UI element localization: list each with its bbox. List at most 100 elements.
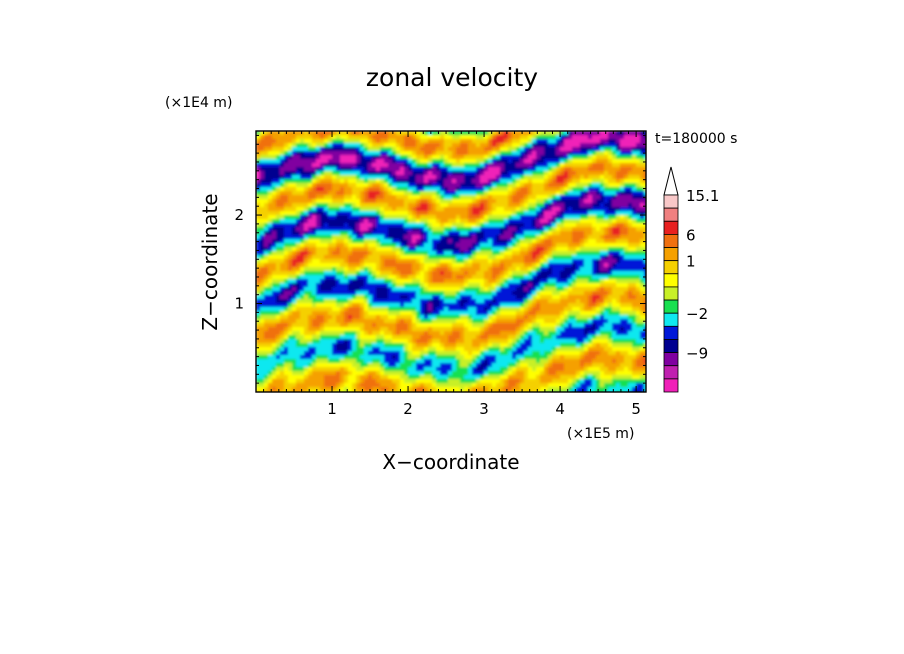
field-cell	[624, 143, 629, 148]
field-cell	[644, 295, 646, 300]
field-cell	[344, 263, 349, 268]
field-cell	[260, 235, 265, 240]
field-cell	[364, 139, 369, 144]
field-cell	[564, 275, 569, 280]
field-cell	[588, 219, 593, 224]
field-cell	[548, 191, 553, 196]
field-cell	[632, 151, 637, 156]
field-cell	[528, 295, 533, 300]
field-cell	[464, 283, 469, 288]
field-cell	[272, 131, 277, 136]
field-cell	[364, 267, 369, 272]
field-cell	[524, 307, 529, 312]
field-cell	[488, 223, 493, 228]
field-cell	[284, 187, 289, 192]
field-cell	[332, 239, 337, 244]
field-cell	[480, 163, 485, 168]
field-cell	[396, 271, 401, 276]
field-cell	[268, 247, 273, 252]
field-cell	[456, 135, 461, 140]
field-cell	[540, 215, 545, 220]
field-cell	[272, 303, 277, 308]
field-cell	[616, 279, 621, 284]
field-cell	[280, 311, 285, 316]
field-cell	[276, 279, 281, 284]
field-cell	[640, 143, 645, 148]
field-cell	[452, 179, 457, 184]
field-cell	[628, 311, 633, 316]
field-cell	[484, 163, 489, 168]
field-cell	[420, 323, 425, 328]
field-cell	[388, 151, 393, 156]
field-cell	[536, 247, 541, 252]
field-cell	[552, 255, 557, 260]
field-cell	[624, 179, 629, 184]
field-cell	[632, 175, 637, 180]
field-cell	[364, 195, 369, 200]
field-cell	[268, 271, 273, 276]
field-cell	[492, 171, 497, 176]
field-cell	[280, 319, 285, 324]
field-cell	[640, 227, 645, 232]
field-cell	[296, 175, 301, 180]
field-cell	[452, 291, 457, 296]
field-cell	[256, 259, 261, 264]
field-cell	[436, 315, 441, 320]
field-cell	[556, 299, 561, 304]
field-cell	[496, 267, 501, 272]
field-cell	[300, 195, 305, 200]
field-cell	[272, 159, 277, 164]
field-cell	[524, 155, 529, 160]
field-cell	[296, 187, 301, 192]
field-cell	[360, 135, 365, 140]
field-cell	[496, 159, 501, 164]
field-cell	[428, 147, 433, 152]
field-cell	[592, 295, 597, 300]
field-cell	[336, 259, 341, 264]
field-cell	[532, 151, 537, 156]
field-cell	[336, 227, 341, 232]
field-cell	[284, 299, 289, 304]
field-cell	[284, 243, 289, 248]
field-cell	[644, 175, 646, 180]
field-cell	[376, 147, 381, 152]
field-cell	[332, 287, 337, 292]
field-cell	[312, 223, 317, 228]
field-cell	[292, 271, 297, 276]
field-cell	[408, 195, 413, 200]
field-cell	[396, 135, 401, 140]
field-cell	[544, 147, 549, 152]
field-cell	[372, 179, 377, 184]
field-cell	[376, 199, 381, 204]
field-cell	[548, 143, 553, 148]
field-cell	[548, 179, 553, 184]
field-cell	[320, 247, 325, 252]
field-cell	[388, 283, 393, 288]
field-cell	[400, 255, 405, 260]
field-cell	[516, 319, 521, 324]
field-cell	[464, 167, 469, 172]
field-cell	[632, 263, 637, 268]
field-cell	[616, 263, 621, 268]
field-cell	[460, 155, 465, 160]
field-cell	[532, 303, 537, 308]
field-cell	[456, 251, 461, 256]
field-cell	[540, 307, 545, 312]
field-cell	[636, 131, 641, 136]
field-cell	[600, 267, 605, 272]
field-cell	[400, 303, 405, 308]
field-cell	[380, 327, 385, 332]
field-cell	[348, 227, 353, 232]
field-cell	[624, 135, 629, 140]
field-cell	[536, 307, 541, 312]
field-cell	[548, 203, 553, 208]
field-cell	[412, 255, 417, 260]
field-cell	[584, 143, 589, 148]
field-cell	[596, 239, 601, 244]
field-cell	[340, 143, 345, 148]
field-cell	[628, 207, 633, 212]
field-cell	[340, 311, 345, 316]
field-cell	[440, 167, 445, 172]
field-cell	[552, 259, 557, 264]
field-cell	[520, 203, 525, 208]
